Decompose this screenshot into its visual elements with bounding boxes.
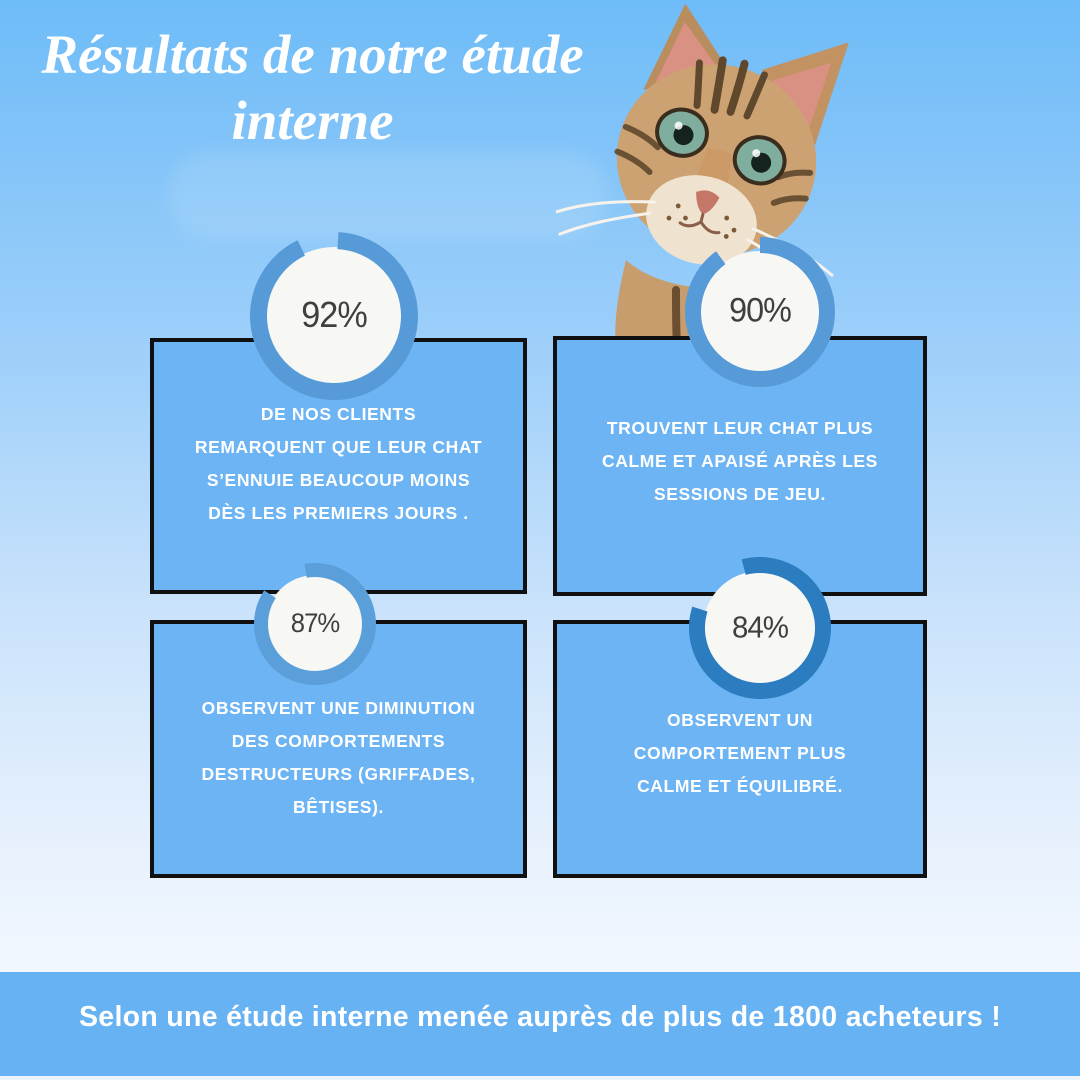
donut-percentage-label: 90% [729, 291, 792, 330]
donut-ring [250, 232, 418, 400]
stat-description: OBSERVENT UN COMPORTEMENT PLUS CALME ET … [633, 710, 847, 796]
donut-chart-87: 87% [254, 563, 376, 685]
donut-ring [254, 563, 376, 685]
donut-chart-90: 90% [685, 237, 835, 387]
donut-ring [689, 557, 831, 699]
erased-watermark-blob [168, 152, 608, 240]
stat-description: TROUVENT LEUR CHAT PLUS CALME ET APAISÉ … [602, 418, 878, 504]
donut-ring [685, 237, 835, 387]
cat-image [556, 3, 849, 345]
footer-banner: Selon une étude interne menée auprès de … [0, 972, 1080, 1076]
donut-chart-84: 84% [689, 557, 831, 699]
donut-percentage-label: 84% [731, 609, 789, 645]
donut-chart-92: 92% [250, 232, 418, 400]
stat-description: OBSERVENT UNE DIMINUTION DES COMPORTEMEN… [201, 698, 476, 817]
page-title: Résultats de notre étude interne [41, 24, 584, 151]
stat-description: DE NOS CLIENTS REMARQUENT QUE LEUR CHAT … [194, 404, 483, 523]
donut-percentage-label: 87% [290, 607, 340, 638]
footer-banner-text: Selon une étude interne menée auprès de … [78, 1000, 1001, 1033]
donut-percentage-label: 92% [301, 294, 368, 336]
